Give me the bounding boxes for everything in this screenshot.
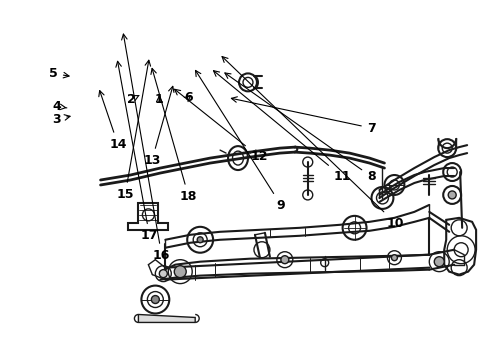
Circle shape — [197, 237, 203, 243]
Circle shape — [447, 191, 455, 199]
Text: 4: 4 — [53, 100, 67, 113]
Text: 7: 7 — [231, 97, 375, 135]
Circle shape — [174, 266, 186, 278]
Circle shape — [159, 270, 167, 278]
Text: 5: 5 — [49, 67, 69, 80]
Text: 11: 11 — [213, 71, 350, 183]
Polygon shape — [138, 315, 195, 323]
Text: 13: 13 — [143, 86, 174, 167]
Circle shape — [433, 257, 443, 267]
Text: 6: 6 — [184, 91, 192, 104]
Circle shape — [151, 296, 159, 303]
Text: 1: 1 — [155, 93, 163, 106]
Text: 9: 9 — [195, 71, 285, 212]
Text: 12: 12 — [174, 89, 267, 163]
Text: 18: 18 — [151, 68, 197, 203]
Circle shape — [280, 256, 288, 264]
Text: 17: 17 — [116, 61, 158, 242]
Text: 8: 8 — [224, 73, 375, 183]
Text: 15: 15 — [116, 60, 150, 201]
Text: 2: 2 — [127, 93, 139, 106]
Circle shape — [390, 255, 397, 261]
Text: 3: 3 — [53, 113, 70, 126]
Text: 14: 14 — [99, 91, 126, 150]
Text: 16: 16 — [122, 34, 170, 262]
Text: 10: 10 — [222, 57, 404, 230]
